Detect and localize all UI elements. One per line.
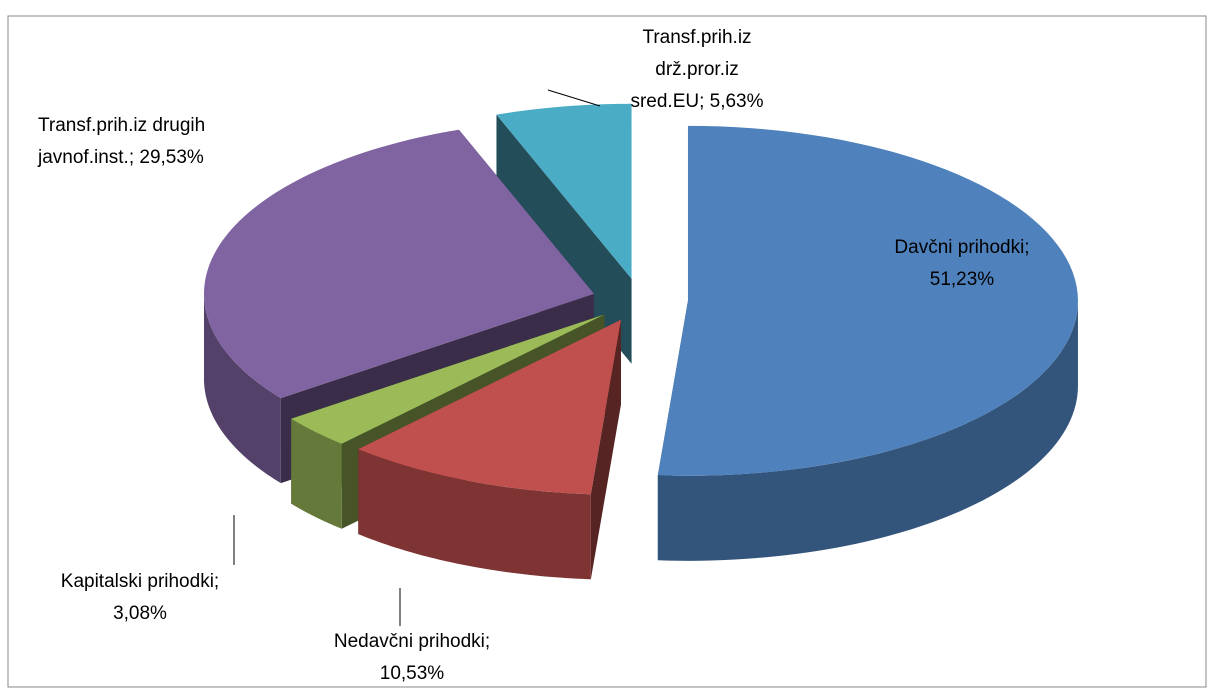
data-label: 10,53%	[380, 663, 445, 684]
data-label: javnof.inst.; 29,53%	[37, 147, 204, 168]
slice-top	[358, 319, 621, 495]
slice-side	[358, 449, 591, 580]
data-label: 3,08%	[113, 603, 167, 624]
data-label: Transf.prih.iz	[642, 27, 751, 48]
leader-line	[547, 89, 601, 107]
slice	[358, 319, 621, 580]
slice	[657, 125, 1078, 561]
data-label: sred.EU; 5,63%	[630, 91, 763, 112]
slice	[496, 103, 632, 364]
slice-side	[203, 293, 281, 484]
data-label: Nedavčni prihodki;	[334, 631, 490, 652]
pie	[203, 103, 1078, 580]
data-label: Kapitalski prihodki;	[61, 571, 219, 592]
slice-side	[657, 300, 1078, 561]
slice-top	[496, 103, 632, 279]
data-label: Transf.prih.iz drugih	[38, 115, 205, 136]
data-label: 51,23%	[930, 269, 995, 290]
slice-wall	[496, 114, 632, 364]
slice-top	[291, 314, 605, 444]
slice-top	[204, 129, 594, 399]
slice-side	[291, 418, 342, 529]
data-label: Davčni prihodki;	[894, 237, 1029, 258]
data-label: drž.pror.iz	[655, 59, 738, 80]
slice-top	[657, 125, 1078, 476]
